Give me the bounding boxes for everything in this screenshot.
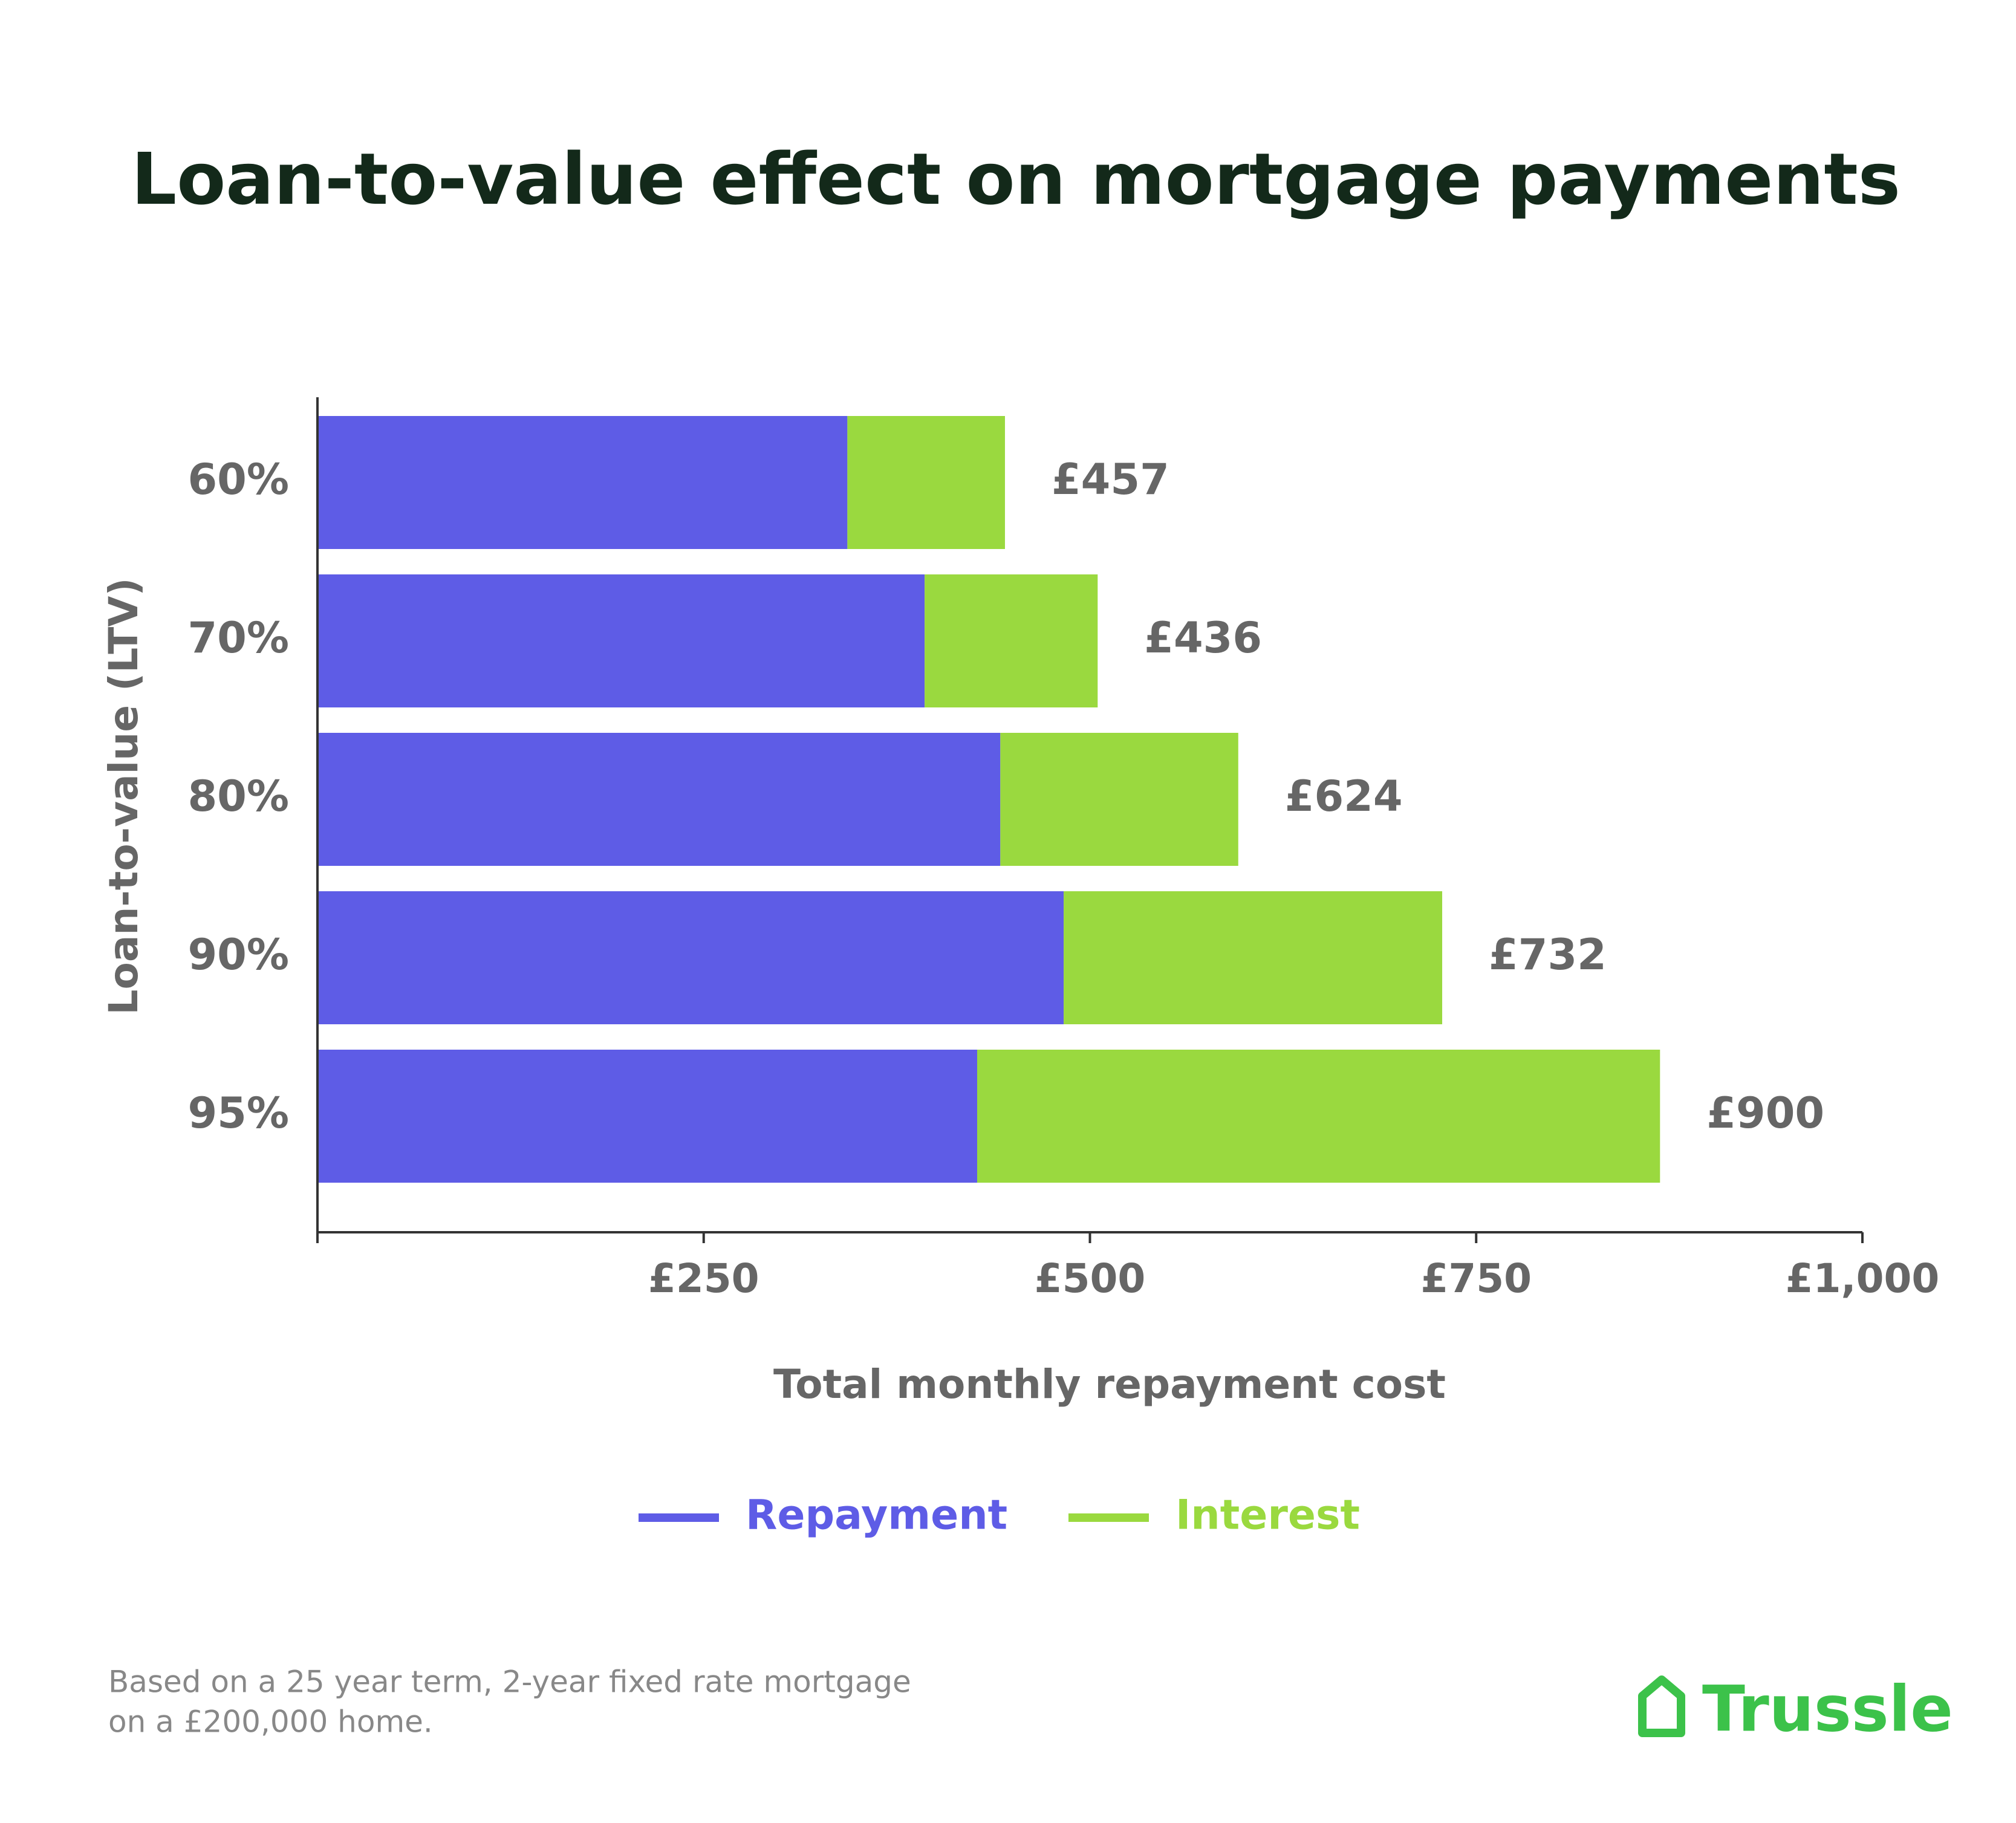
total-label: £436 bbox=[1144, 613, 1262, 663]
y-tick-label: 95% bbox=[187, 1088, 289, 1138]
bar-segment bbox=[317, 574, 925, 707]
x-tick-label: £250 bbox=[648, 1255, 759, 1302]
total-label: £732 bbox=[1489, 930, 1607, 980]
x-tick-label: £750 bbox=[1420, 1255, 1532, 1302]
bar-segment bbox=[1000, 733, 1238, 866]
bar-segment bbox=[317, 733, 1001, 866]
legend-label: Repayment bbox=[746, 1492, 1007, 1539]
y-tick-label: 90% bbox=[187, 930, 289, 980]
y-axis-label: Loan-to-value (LTV) bbox=[100, 577, 147, 1015]
bar-segment bbox=[847, 416, 1005, 549]
x-axis-label: Total monthly repayment cost bbox=[773, 1361, 1446, 1408]
legend-label: Interest bbox=[1175, 1492, 1360, 1539]
y-tick-label: 60% bbox=[187, 455, 289, 504]
y-tick-label: 80% bbox=[187, 772, 289, 821]
footnote: on a £200,000 home. bbox=[108, 1704, 433, 1740]
total-label: £624 bbox=[1285, 772, 1403, 821]
footnote: Based on a 25 year term, 2-year fixed ra… bbox=[108, 1665, 911, 1700]
bar-segment bbox=[977, 1050, 1660, 1183]
brand-name: Trussle bbox=[1702, 1672, 1953, 1746]
brand-logo bbox=[1638, 1675, 1685, 1737]
y-tick-label: 70% bbox=[187, 613, 289, 663]
chart-title: Loan-to-value effect on mortgage payment… bbox=[131, 137, 1901, 221]
bar-segment bbox=[317, 416, 848, 549]
total-label: £900 bbox=[1706, 1088, 1824, 1138]
x-tick-label: £500 bbox=[1035, 1255, 1146, 1302]
x-tick-label: £1,000 bbox=[1786, 1255, 1940, 1302]
total-label: £457 bbox=[1052, 455, 1169, 504]
bar-segment bbox=[925, 574, 1098, 707]
bar-segment bbox=[1064, 891, 1443, 1024]
bar-segment bbox=[317, 891, 1064, 1024]
bar-segment bbox=[317, 1050, 977, 1183]
